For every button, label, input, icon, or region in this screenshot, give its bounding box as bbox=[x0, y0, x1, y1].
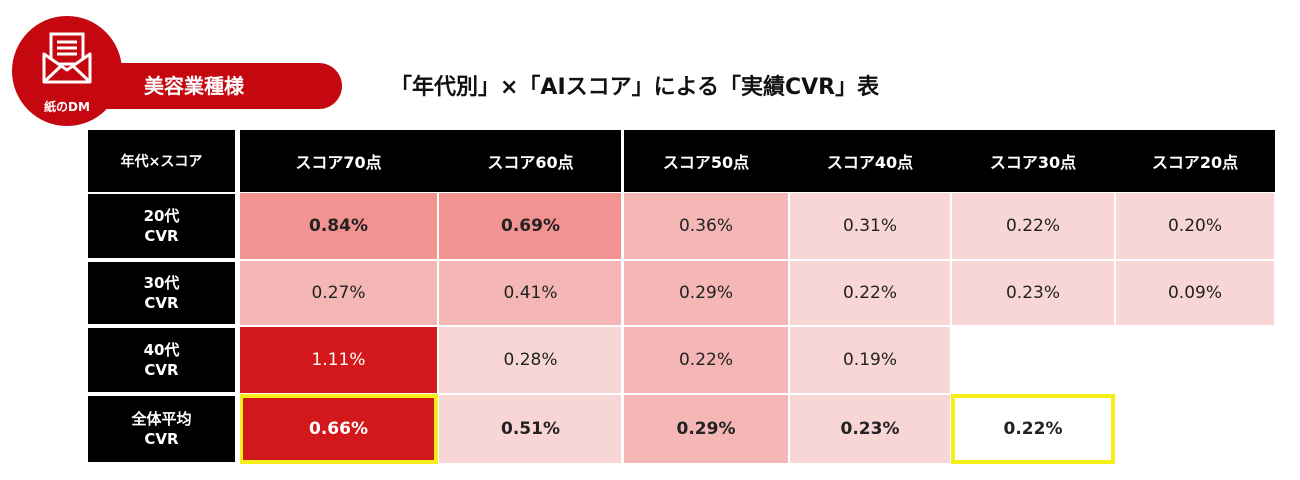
table-cell: 0.41% bbox=[438, 260, 623, 326]
column-header: スコア20点 bbox=[1115, 130, 1275, 192]
table-cell: 0.22% bbox=[951, 192, 1115, 260]
column-header: スコア60点 bbox=[438, 130, 623, 192]
row-header: 40代 CVR bbox=[88, 328, 235, 392]
category-pill: 美容業種様 bbox=[88, 63, 342, 109]
table-cell: 0.27% bbox=[239, 260, 438, 326]
table-cell: 0.29% bbox=[623, 260, 789, 326]
column-divider-right bbox=[621, 130, 624, 464]
page-title: 「年代別」×「AIスコア」による「実績CVR」表 bbox=[390, 75, 880, 100]
column-header: スコア50点 bbox=[623, 130, 789, 192]
table-cell: 1.11% bbox=[239, 326, 438, 394]
paper-dm-badge: 紙のDM bbox=[12, 16, 122, 126]
column-header: スコア30点 bbox=[951, 130, 1115, 192]
table-cell: 0.84% bbox=[239, 192, 438, 260]
row-header-label: 20代 bbox=[143, 207, 180, 225]
table-cell: 0.66% bbox=[239, 394, 438, 464]
table-cell bbox=[1115, 394, 1275, 464]
table-cell: 0.22% bbox=[951, 394, 1115, 464]
column-header: スコア70点 bbox=[239, 130, 438, 192]
table-cell bbox=[1115, 326, 1275, 394]
row-header-label: 30代 bbox=[143, 274, 180, 292]
row-header-metric: CVR bbox=[144, 294, 179, 312]
column-divider-left bbox=[237, 130, 240, 464]
table-cell: 0.20% bbox=[1115, 192, 1275, 260]
table-cell: 0.23% bbox=[951, 260, 1115, 326]
column-header: スコア40点 bbox=[789, 130, 951, 192]
row-header-metric: CVR bbox=[144, 361, 179, 379]
table-corner-header: 年代×スコア bbox=[88, 130, 235, 192]
table-cell: 0.36% bbox=[623, 192, 789, 260]
table-cell: 0.19% bbox=[789, 326, 951, 394]
mail-envelope-icon bbox=[42, 32, 92, 84]
table-cell: 0.29% bbox=[623, 394, 789, 464]
row-header-label: 40代 bbox=[143, 341, 180, 359]
row-header: 30代 CVR bbox=[88, 262, 235, 324]
row-header-metric: CVR bbox=[144, 430, 179, 448]
row-header-label: 全体平均 bbox=[131, 410, 192, 428]
row-header: 20代 CVR bbox=[88, 194, 235, 258]
table-cell: 0.22% bbox=[789, 260, 951, 326]
row-header: 全体平均 CVR bbox=[88, 396, 235, 462]
category-label: 美容業種様 bbox=[144, 74, 244, 98]
table-cell bbox=[951, 326, 1115, 394]
table-cell: 0.69% bbox=[438, 192, 623, 260]
table-cell: 0.22% bbox=[623, 326, 789, 394]
table-cell: 0.28% bbox=[438, 326, 623, 394]
row-header-metric: CVR bbox=[144, 227, 179, 245]
table-cell: 0.31% bbox=[789, 192, 951, 260]
badge-label: 紙のDM bbox=[44, 100, 90, 114]
table-cell: 0.09% bbox=[1115, 260, 1275, 326]
table-cell: 0.23% bbox=[789, 394, 951, 464]
table-cell: 0.51% bbox=[438, 394, 623, 464]
